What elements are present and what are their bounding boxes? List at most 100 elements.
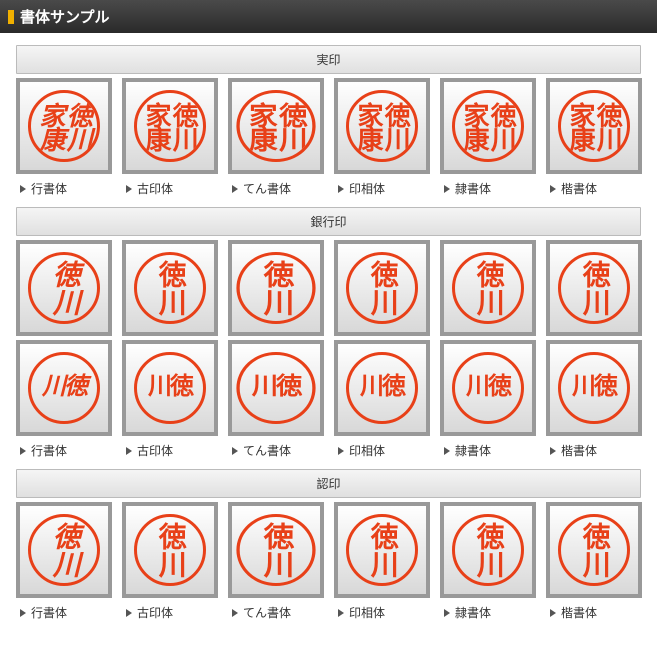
stamp-seal: 川徳 bbox=[558, 352, 630, 424]
stamp-seal: 徳川 bbox=[236, 252, 315, 324]
font-label: 隷書体 bbox=[440, 436, 536, 463]
font-label: てん書体 bbox=[228, 174, 324, 201]
font-label: 古印体 bbox=[122, 598, 218, 625]
stamp-box: 徳川 bbox=[228, 240, 324, 336]
stamp-seal: 徳川家康 bbox=[28, 90, 100, 162]
section-header: 認印 bbox=[16, 469, 641, 498]
stamp-seal: 徳川 bbox=[452, 514, 524, 586]
stamp-cell: 徳川家康印相体 bbox=[334, 78, 430, 201]
stamp-box: 徳川家康 bbox=[228, 78, 324, 174]
stamp-cell: 川徳古印体 bbox=[122, 340, 218, 463]
stamp-box: 徳川 bbox=[228, 502, 324, 598]
stamp-seal: 徳川 bbox=[236, 514, 315, 586]
stamp-seal: 徳川 bbox=[134, 252, 206, 324]
stamp-cell: 徳川家康てん書体 bbox=[228, 78, 324, 201]
stamp-seal: 徳川 bbox=[346, 514, 418, 586]
stamp-box: 徳川家康 bbox=[440, 78, 536, 174]
stamp-cell: 徳川家康楷書体 bbox=[546, 78, 642, 201]
font-label: てん書体 bbox=[228, 436, 324, 463]
stamp-box: 徳川家康 bbox=[16, 78, 112, 174]
stamp-seal: 徳川 bbox=[28, 514, 100, 586]
stamp-seal: 徳川 bbox=[346, 252, 418, 324]
font-label: てん書体 bbox=[228, 598, 324, 625]
stamp-box: 川徳 bbox=[440, 340, 536, 436]
stamp-cell: 徳川てん書体 bbox=[228, 502, 324, 625]
stamp-cell: 川徳行書体 bbox=[16, 340, 112, 463]
stamp-cell: 徳川家康古印体 bbox=[122, 78, 218, 201]
stamp-box: 川徳 bbox=[228, 340, 324, 436]
font-label: 楷書体 bbox=[546, 174, 642, 201]
main-content: 実印徳川家康行書体徳川家康古印体徳川家康てん書体徳川家康印相体徳川家康隷書体徳川… bbox=[0, 33, 657, 641]
stamp-cell: 徳川 bbox=[228, 240, 324, 336]
stamp-box: 徳川家康 bbox=[334, 78, 430, 174]
stamp-cell: 徳川印相体 bbox=[334, 502, 430, 625]
stamp-box: 川徳 bbox=[122, 340, 218, 436]
stamp-cell: 徳川楷書体 bbox=[546, 502, 642, 625]
stamp-box: 徳川家康 bbox=[546, 78, 642, 174]
font-label: 隷書体 bbox=[440, 598, 536, 625]
stamp-box: 徳川 bbox=[16, 240, 112, 336]
stamp-seal: 徳川家康 bbox=[452, 90, 524, 162]
stamp-box: 徳川 bbox=[122, 240, 218, 336]
stamp-cell: 徳川家康隷書体 bbox=[440, 78, 536, 201]
stamp-seal: 徳川家康 bbox=[134, 90, 206, 162]
stamp-box: 徳川 bbox=[546, 502, 642, 598]
stamp-seal: 徳川家康 bbox=[346, 90, 418, 162]
stamp-cell: 徳川 bbox=[122, 240, 218, 336]
font-label: 印相体 bbox=[334, 174, 430, 201]
stamp-seal: 川徳 bbox=[236, 352, 315, 424]
header-icon bbox=[8, 10, 14, 24]
font-label: 行書体 bbox=[16, 174, 112, 201]
stamp-seal: 徳川 bbox=[28, 252, 100, 324]
font-label: 楷書体 bbox=[546, 436, 642, 463]
stamp-box: 徳川 bbox=[334, 502, 430, 598]
stamp-box: 徳川家康 bbox=[122, 78, 218, 174]
stamp-row: 徳川家康行書体徳川家康古印体徳川家康てん書体徳川家康印相体徳川家康隷書体徳川家康… bbox=[16, 78, 641, 201]
stamp-cell: 徳川 bbox=[546, 240, 642, 336]
panel-title: 書体サンプル bbox=[20, 6, 110, 27]
stamp-box: 徳川 bbox=[440, 240, 536, 336]
stamp-cell: 徳川家康行書体 bbox=[16, 78, 112, 201]
stamp-cell: 川徳てん書体 bbox=[228, 340, 324, 463]
stamp-box: 川徳 bbox=[16, 340, 112, 436]
section-header: 銀行印 bbox=[16, 207, 641, 236]
stamp-seal: 川徳 bbox=[134, 352, 206, 424]
stamp-seal: 川徳 bbox=[346, 352, 418, 424]
stamp-cell: 川徳隷書体 bbox=[440, 340, 536, 463]
stamp-seal: 徳川 bbox=[558, 252, 630, 324]
stamp-seal: 徳川 bbox=[134, 514, 206, 586]
stamp-box: 徳川 bbox=[440, 502, 536, 598]
stamp-seal: 徳川 bbox=[452, 252, 524, 324]
font-label: 行書体 bbox=[16, 598, 112, 625]
font-label: 隷書体 bbox=[440, 174, 536, 201]
stamp-box: 川徳 bbox=[334, 340, 430, 436]
panel-header: 書体サンプル bbox=[0, 0, 657, 33]
section-header: 実印 bbox=[16, 45, 641, 74]
stamp-box: 徳川 bbox=[546, 240, 642, 336]
stamp-cell: 徳川 bbox=[16, 240, 112, 336]
stamp-box: 徳川 bbox=[122, 502, 218, 598]
stamp-row: 徳川徳川徳川徳川徳川徳川 bbox=[16, 240, 641, 336]
stamp-cell: 川徳印相体 bbox=[334, 340, 430, 463]
font-label: 行書体 bbox=[16, 436, 112, 463]
stamp-seal: 徳川 bbox=[558, 514, 630, 586]
stamp-box: 徳川 bbox=[16, 502, 112, 598]
stamp-box: 徳川 bbox=[334, 240, 430, 336]
stamp-seal: 徳川家康 bbox=[236, 90, 315, 162]
stamp-cell: 徳川行書体 bbox=[16, 502, 112, 625]
stamp-seal: 川徳 bbox=[452, 352, 524, 424]
font-label: 楷書体 bbox=[546, 598, 642, 625]
stamp-box: 川徳 bbox=[546, 340, 642, 436]
stamp-row: 川徳行書体川徳古印体川徳てん書体川徳印相体川徳隷書体川徳楷書体 bbox=[16, 340, 641, 463]
stamp-seal: 川徳 bbox=[28, 352, 100, 424]
font-label: 印相体 bbox=[334, 436, 430, 463]
stamp-cell: 徳川古印体 bbox=[122, 502, 218, 625]
font-label: 印相体 bbox=[334, 598, 430, 625]
stamp-row: 徳川行書体徳川古印体徳川てん書体徳川印相体徳川隷書体徳川楷書体 bbox=[16, 502, 641, 625]
stamp-cell: 徳川 bbox=[334, 240, 430, 336]
font-label: 古印体 bbox=[122, 174, 218, 201]
font-label: 古印体 bbox=[122, 436, 218, 463]
stamp-cell: 徳川 bbox=[440, 240, 536, 336]
stamp-cell: 川徳楷書体 bbox=[546, 340, 642, 463]
stamp-cell: 徳川隷書体 bbox=[440, 502, 536, 625]
